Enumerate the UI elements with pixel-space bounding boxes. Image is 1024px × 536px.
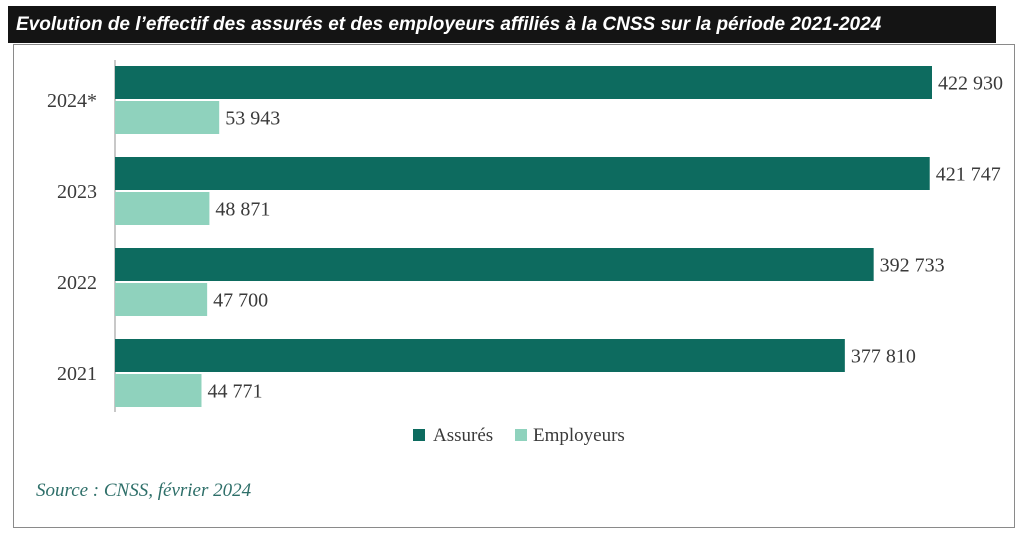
bar-employeurs-0 <box>115 101 220 134</box>
value-labels-group: 422 930 53 943 421 747 48 871 392 733 47 700 3… <box>207 73 1003 403</box>
bar-assures-0 <box>115 66 932 99</box>
legend-swatch-assures <box>413 429 425 441</box>
category-label-3: 2021 <box>57 363 97 385</box>
category-labels-group: 2024* 2023 2022 2021 <box>47 90 97 385</box>
bar-assures-2 <box>115 248 874 281</box>
category-label-2: 2022 <box>57 272 97 294</box>
chart-title: Evolution de l’effectif des assurés et d… <box>8 6 996 43</box>
bar-assures-3 <box>115 339 845 372</box>
category-label-0: 2024* <box>47 90 97 112</box>
value-label-employeurs-1: 48 871 <box>215 199 270 221</box>
value-label-employeurs-3: 44 771 <box>207 381 262 403</box>
legend: Assurés Employeurs <box>413 425 625 446</box>
bars-group <box>115 66 932 407</box>
bar-employeurs-2 <box>115 283 208 316</box>
value-label-assures-2: 392 733 <box>880 255 945 277</box>
value-label-employeurs-2: 47 700 <box>213 290 268 312</box>
category-label-1: 2023 <box>57 181 97 203</box>
value-label-assures-1: 421 747 <box>936 164 1001 186</box>
value-label-employeurs-0: 53 943 <box>225 108 280 130</box>
value-label-assures-0: 422 930 <box>938 73 1003 95</box>
bar-employeurs-1 <box>115 192 210 225</box>
value-label-assures-3: 377 810 <box>851 346 916 368</box>
legend-swatch-employeurs <box>515 429 527 441</box>
legend-label-employeurs: Employeurs <box>533 425 625 446</box>
bar-employeurs-3 <box>115 374 202 407</box>
bar-assures-1 <box>115 157 930 190</box>
source-note: Source : CNSS, février 2024 <box>36 480 252 501</box>
chart-frame <box>13 44 1015 528</box>
legend-label-assures: Assurés <box>433 425 493 446</box>
